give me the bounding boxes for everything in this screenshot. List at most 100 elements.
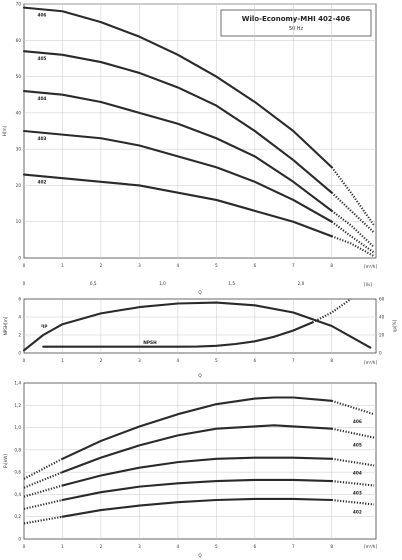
npsh-x-label: Q — [198, 373, 202, 378]
power-curve-label: 402 — [353, 509, 362, 515]
power-y-tick-label: 0 — [18, 537, 21, 542]
head-y-tick-label: 40 — [16, 110, 22, 115]
npsh-y-tick-label: 6 — [18, 297, 21, 302]
head-x-tick-label: 4 — [177, 263, 180, 268]
head-y-tick-label: 10 — [16, 219, 22, 224]
power-curve-402 — [61, 497, 333, 518]
power-curve-extension-406 — [331, 399, 375, 416]
head-x-tick-label: 1 — [61, 263, 64, 268]
power-x-tick-label: 8 — [330, 544, 333, 549]
power-x-tick-label: 0 — [23, 544, 26, 549]
npsh-x-tick-label: 2 — [100, 358, 103, 363]
power-x-tick-label: 1 — [61, 544, 64, 549]
power-curve-label: 403 — [353, 491, 362, 497]
npsh-x-tick-label: 8 — [330, 358, 333, 363]
head-curve-405 — [22, 50, 333, 194]
head-x-tick-label: 0 — [23, 263, 26, 268]
power-x-tick-label: 3 — [138, 544, 141, 549]
head-curve-label: 403 — [37, 136, 46, 142]
power-curve-406 — [61, 396, 333, 460]
efficiency-y-tick-label: 40 — [379, 315, 385, 320]
npsh-y-tick-label: 4 — [18, 315, 21, 320]
npsh-x-tick-label: 0 — [23, 358, 26, 363]
head-curve-label: 405 — [37, 56, 46, 62]
head-curve-403 — [22, 129, 333, 223]
power-curve-label: 404 — [353, 470, 362, 476]
efficiency-y-tick-label: 60 — [379, 297, 385, 302]
npsh-chart-frame — [23, 298, 377, 354]
efficiency-y-tick-label: 0 — [379, 351, 382, 356]
power-y-tick-label: 0,4 — [14, 492, 21, 497]
power-y-tick-label: 1,4 — [14, 381, 21, 386]
head-x-label: Q — [198, 290, 202, 295]
power-curve-label: 405 — [353, 443, 362, 449]
head-y-tick-label: 30 — [16, 147, 22, 152]
title-box — [220, 9, 372, 37]
head-curve-label: 402 — [37, 180, 46, 186]
power-x-tick-label: 2 — [100, 544, 103, 549]
head-curve-label: 404 — [37, 96, 46, 102]
head-y-tick-label: 50 — [16, 74, 22, 79]
npsh-y-tick-label: 2 — [18, 333, 21, 338]
npsh-x-tick-label: 1 — [61, 358, 64, 363]
power-y-tick-label: 0,2 — [14, 514, 21, 519]
npsh-curve-extension — [312, 298, 352, 324]
head-curve-404 — [22, 90, 333, 212]
head-x-unit-secondary: [l/s] — [364, 282, 372, 287]
npsh-x-unit: [m³/h] — [364, 360, 377, 365]
npsh-x-tick-label: 5 — [215, 358, 218, 363]
head-y-tick-label: 60 — [16, 38, 22, 43]
power-axis-label: P₁[kW] — [3, 454, 8, 468]
efficiency-y-tick-label: 20 — [379, 333, 385, 338]
power-x-unit: [m³/h] — [364, 544, 377, 549]
power-curve-404 — [61, 456, 333, 487]
power-curve-start-403 — [23, 498, 63, 510]
power-y-tick-label: 1,2 — [14, 403, 21, 408]
npsh-y-tick-label: 0 — [18, 351, 21, 356]
efficiency-axis-label: ηp[%] — [392, 319, 397, 332]
power-curve-403 — [61, 478, 333, 502]
head-curve-402 — [22, 173, 333, 238]
npsh-axis-label: NPSH[m] — [3, 316, 8, 335]
power-curve-405 — [61, 424, 333, 474]
head-x-tick-label-secondary: 1,5 — [228, 281, 235, 286]
head-x-unit-primary: [m³/h] — [364, 264, 377, 269]
power-curve-extension-403 — [331, 480, 375, 487]
npsh-curve — [42, 321, 314, 348]
head-curve-extension-404 — [331, 209, 375, 248]
power-x-label: Q — [198, 553, 202, 558]
head-x-tick-label: 3 — [138, 263, 141, 268]
head-y-tick-label: 70 — [16, 2, 22, 7]
head-x-tick-label: 5 — [215, 263, 218, 268]
efficiency-curve — [22, 301, 372, 352]
power-curve-start-402 — [23, 515, 63, 525]
power-x-tick-label: 7 — [292, 544, 295, 549]
head-chart-panel: Wilo-Economy-MHI 402-406 50 Hz H[m] Q [m… — [2, 2, 377, 296]
npsh-x-tick-label: 6 — [253, 358, 256, 363]
chart-subtitle: 50 Hz — [289, 26, 304, 32]
head-axis-label: H[m] — [2, 125, 7, 136]
power-curve-extension-404 — [331, 457, 375, 467]
power-y-tick-label: 1,0 — [14, 425, 21, 430]
efficiency-curve-label: ηp — [41, 324, 47, 329]
chart-title: Wilo-Economy-MHI 402-406 — [242, 15, 351, 23]
head-x-tick-label: 8 — [330, 263, 333, 268]
head-y-tick-label: 0 — [18, 256, 21, 261]
npsh-x-tick-label: 7 — [292, 358, 295, 363]
power-x-tick-label: 4 — [177, 544, 180, 549]
head-x-tick-label: 7 — [292, 263, 295, 268]
head-x-tick-label: 2 — [100, 263, 103, 268]
power-x-tick-label: 5 — [215, 544, 218, 549]
npsh-x-tick-label: 3 — [138, 358, 141, 363]
power-y-tick-label: 0,6 — [14, 470, 21, 475]
head-curve-406 — [22, 6, 333, 169]
head-y-tick-label: 20 — [16, 183, 22, 188]
head-curve-extension-402 — [331, 235, 375, 258]
head-curve-extension-406 — [330, 166, 375, 226]
power-chart-panel: P₁[kW] Q [m³/h] 0 0,2 0,4 0,6 0,8 1,0 1,2 1,4 0 1… — [3, 381, 377, 559]
power-curve-extension-405 — [331, 427, 375, 439]
head-curve-extension-403 — [331, 220, 375, 254]
